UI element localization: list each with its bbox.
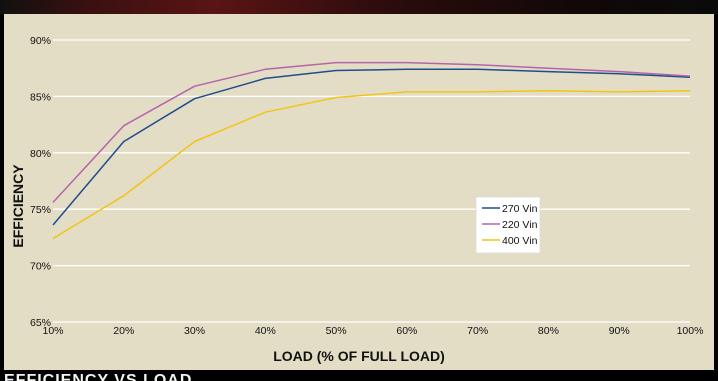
legend-box [475,196,541,254]
footer-heading-partial: EFFICIENCY VS LOAD [4,372,193,381]
series-line-220-vin [52,61,691,203]
y-tick-label: 70% [30,261,51,273]
x-tick-label: 80% [538,325,559,337]
x-tick-labels: 10% 20% 30% 40% 50% 60% 70% 80% 90% 100% [42,325,703,337]
x-tick-label: 100% [677,325,704,337]
x-tick-label: 50% [326,325,347,337]
legend-label: 400 Vin [502,235,538,247]
efficiency-line-chart: 65% 70% 75% 80% 85% 90% 10% 20% 30% 40% 50% 60% 70%… [10,35,703,364]
chart-panel: 65% 70% 75% 80% 85% 90% 10% 20% 30% 40% 50% 60% 70%… [4,14,714,370]
y-axis-label: EFFICIENCY [10,164,26,248]
x-axis-label: LOAD (% OF FULL LOAD) [273,348,445,364]
y-tick-label: 90% [30,35,51,47]
y-tick-labels: 65% 70% 75% 80% 85% 90% [30,35,51,329]
x-tick-label: 60% [396,325,417,337]
x-tick-label: 90% [609,325,630,337]
top-decorative-band [0,0,718,14]
x-tick-label: 30% [184,325,205,337]
x-tick-label: 40% [255,325,276,337]
legend-label: 220 Vin [502,219,538,231]
y-tick-label: 85% [30,91,51,103]
grid-lines [53,39,690,323]
x-tick-label: 10% [42,325,63,337]
y-tick-label: 75% [30,204,51,216]
x-tick-label: 70% [467,325,488,337]
series-line-400-vin [52,90,691,240]
series-line-270-vin [52,68,691,226]
legend-label: 270 Vin [502,203,538,215]
y-tick-label: 80% [30,148,51,160]
x-tick-label: 20% [113,325,134,337]
legend: 270 Vin 220 Vin 400 Vin [475,196,541,254]
bottom-band: EFFICIENCY VS LOAD [0,370,718,381]
series-lines [52,61,691,240]
y-tick-label: 65% [30,317,51,329]
